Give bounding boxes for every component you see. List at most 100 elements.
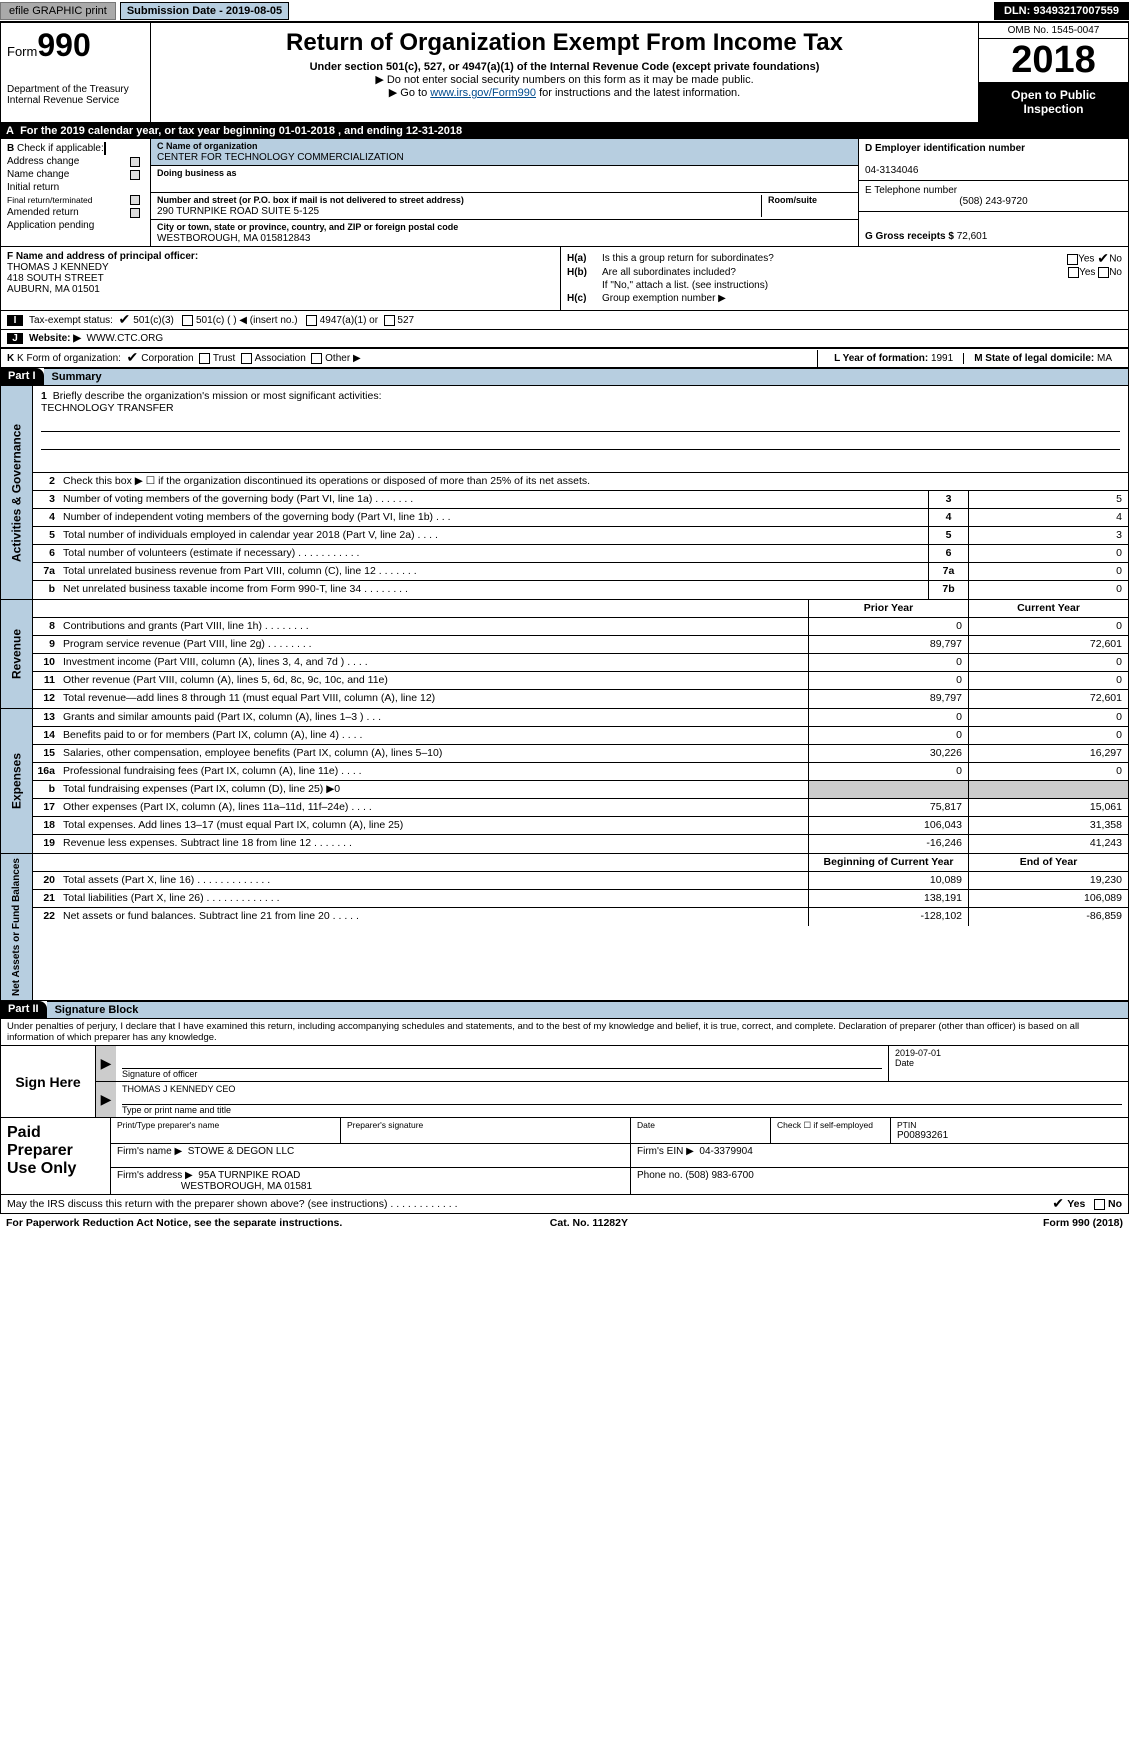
principal-officer: F Name and address of principal officer:… (1, 247, 561, 310)
form-subtitle-2: ▶ Do not enter social security numbers o… (157, 73, 972, 86)
state-domicile: MA (1097, 353, 1112, 364)
prior-year-hdr: Prior Year (808, 600, 968, 617)
department-label: Department of the Treasury Internal Reve… (7, 84, 144, 106)
form-subtitle-3: ▶ Go to www.irs.gov/Form990 for instruct… (157, 86, 972, 99)
summary-line: 19Revenue less expenses. Subtract line 1… (33, 835, 1128, 853)
summary-line: 18Total expenses. Add lines 13–17 (must … (33, 817, 1128, 835)
summary-line: 9Program service revenue (Part VIII, lin… (33, 636, 1128, 654)
header-center: Return of Organization Exempt From Incom… (151, 23, 978, 122)
discuss-yes-cb[interactable] (1052, 1198, 1064, 1210)
part1-header: Part I (0, 368, 44, 386)
hb-yes-cb[interactable] (1068, 267, 1079, 278)
sig-date-value: 2019-07-01 (895, 1048, 941, 1058)
cb-527[interactable] (384, 315, 395, 326)
top-bar: efile GRAPHIC print Submission Date - 20… (0, 0, 1129, 22)
cb-other[interactable] (311, 353, 322, 364)
cb-corporation[interactable] (127, 352, 139, 364)
header-left: Form990 Department of the Treasury Inter… (1, 23, 151, 122)
right-info: D Employer identification number 04-3134… (858, 139, 1128, 246)
officer-addr1: 418 SOUTH STREET (7, 273, 104, 284)
vert-expenses: Expenses (1, 709, 33, 853)
tax-exempt-row: I Tax-exempt status: 501(c)(3) 501(c) ( … (0, 311, 1129, 330)
tax-year: 2018 (979, 39, 1128, 82)
arrow-icon-2: ▶ (96, 1082, 116, 1117)
summary-line: 20Total assets (Part X, line 16) . . . .… (33, 872, 1128, 890)
netassets-block: Net Assets or Fund Balances Beginning of… (0, 854, 1129, 1001)
hb-text: Are all subordinates included? (602, 267, 736, 278)
sign-here-row: Sign Here ▶ Signature of officer 2019-07… (1, 1045, 1128, 1117)
header-right: OMB No. 1545-0047 2018 Open to Public In… (978, 23, 1128, 122)
cat-no: Cat. No. 11282Y (550, 1217, 628, 1229)
cb-501c3[interactable] (118, 314, 130, 326)
efile-print-button[interactable]: efile GRAPHIC print (0, 2, 116, 20)
cb-amended[interactable] (130, 208, 140, 218)
summary-line: 7aTotal unrelated business revenue from … (33, 563, 1128, 581)
ha-yes-cb[interactable] (1067, 254, 1078, 265)
form-990-number: 990 (37, 27, 90, 63)
room-label: Room/suite (768, 195, 817, 205)
firm-addr1: 95A TURNPIKE ROAD (198, 1170, 300, 1181)
cb-initial-return-label: Initial return (7, 182, 59, 193)
ha-no-cb[interactable] (1097, 253, 1109, 265)
sign-here-label: Sign Here (1, 1046, 96, 1117)
summary-line: 21Total liabilities (Part X, line 26) . … (33, 890, 1128, 908)
label-j: J (7, 333, 23, 344)
summary-line: 3Number of voting members of the governi… (33, 491, 1128, 509)
firm-addr2: WESTBOROUGH, MA 01581 (181, 1181, 312, 1192)
begin-year-hdr: Beginning of Current Year (808, 854, 968, 871)
phone-value: (508) 243-9720 (959, 196, 1027, 207)
hc-text: Group exemption number ▶ (602, 293, 726, 304)
ein-value: 04-3134046 (865, 165, 918, 176)
summary-line: 16aProfessional fundraising fees (Part I… (33, 763, 1128, 781)
vert-revenue: Revenue (1, 600, 33, 708)
city-label: City or town, state or province, country… (157, 222, 458, 232)
cb-name-change[interactable] (130, 170, 140, 180)
street-address: 290 TURNPIKE ROAD SUITE 5-125 (157, 206, 319, 217)
cb-association[interactable] (241, 353, 252, 364)
cb-name-change-label: Name change (7, 169, 69, 180)
lm-box: L Year of formation: 1991 M State of leg… (817, 350, 1128, 367)
cb-501c[interactable] (182, 315, 193, 326)
discuss-no-cb[interactable] (1094, 1199, 1105, 1210)
dln-box: DLN: 93493217007559 (994, 2, 1129, 20)
sig-officer-label: Signature of officer (122, 1068, 882, 1079)
paid-preparer-label: Paid Preparer Use Only (1, 1118, 111, 1194)
paperwork-notice: For Paperwork Reduction Act Notice, see … (6, 1217, 342, 1229)
part2-header: Part II (0, 1001, 47, 1019)
officer-print-name: THOMAS J KENNEDY CEO (122, 1084, 235, 1094)
cb-applicable[interactable] (104, 142, 106, 155)
section-b: B Check if applicable: Address change Na… (0, 139, 1129, 247)
kform-label: K Form of organization: (17, 353, 121, 364)
omb-number: OMB No. 1545-0047 (979, 23, 1128, 39)
footer-row: For Paperwork Reduction Act Notice, see … (0, 1214, 1129, 1232)
summary-line: 15Salaries, other compensation, employee… (33, 745, 1128, 763)
tax-exempt-label: Tax-exempt status: (29, 315, 113, 326)
firm-name: STOWE & DEGON LLC (188, 1146, 295, 1157)
form-header: Form990 Department of the Treasury Inter… (0, 22, 1129, 123)
form-subtitle-1: Under section 501(c), 527, or 4947(a)(1)… (157, 61, 972, 73)
vert-netassets: Net Assets or Fund Balances (1, 854, 33, 1000)
cb-address-change[interactable] (130, 157, 140, 167)
cb-final-return[interactable] (130, 195, 140, 205)
cb-trust[interactable] (199, 353, 210, 364)
hb-label: H(b) (567, 267, 602, 278)
check-if-applicable: B Check if applicable: Address change Na… (1, 139, 151, 246)
hb-note: If "No," attach a list. (see instruction… (602, 280, 768, 291)
f-label: F Name and address of principal officer: (7, 251, 198, 262)
mission-text: TECHNOLOGY TRANSFER (41, 402, 174, 414)
org-name: CENTER FOR TECHNOLOGY COMMERCIALIZATION (157, 152, 404, 163)
summary-line: 8Contributions and grants (Part VIII, li… (33, 618, 1128, 636)
city-state-zip: WESTBOROUGH, MA 015812843 (157, 233, 310, 244)
line1-label: Briefly describe the organization's miss… (53, 390, 382, 402)
rev-header: Prior Year Current Year (33, 600, 1128, 618)
hb-no-cb[interactable] (1098, 267, 1109, 278)
form-footer-label: Form 990 (2018) (1043, 1217, 1123, 1229)
summary-line: 4Number of independent voting members of… (33, 509, 1128, 527)
mission-box: 1 Briefly describe the organization's mi… (33, 386, 1128, 473)
part2-header-row: Part II Signature Block (0, 1001, 1129, 1019)
irs-link[interactable]: www.irs.gov/Form990 (430, 87, 536, 99)
cb-4947[interactable] (306, 315, 317, 326)
part1-title: Summary (44, 368, 1129, 386)
org-info: C Name of organization CENTER FOR TECHNO… (151, 139, 858, 246)
discuss-row: May the IRS discuss this return with the… (0, 1195, 1129, 1214)
